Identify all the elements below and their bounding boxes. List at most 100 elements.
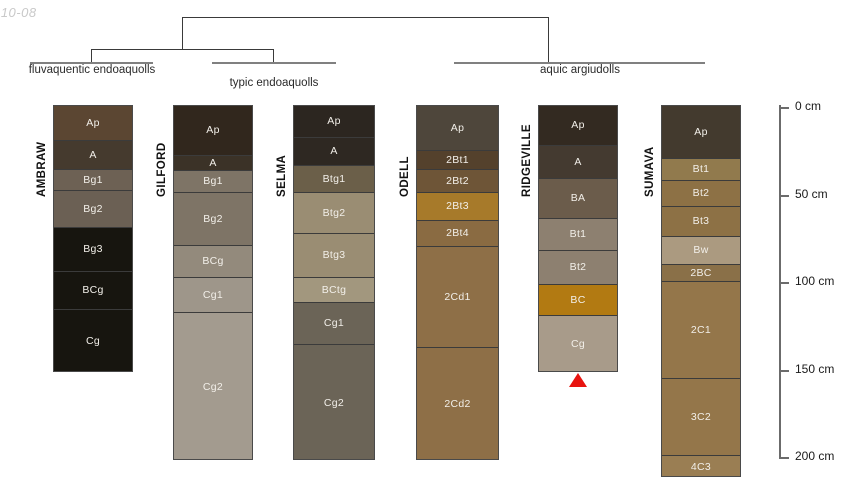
horizon-label: 2Bt3 — [446, 200, 469, 213]
horizon[interactable]: Cg — [539, 316, 617, 371]
horizon[interactable]: Bt3 — [662, 207, 740, 237]
horizon-label: Cg2 — [202, 380, 224, 393]
horizon[interactable]: Ap — [417, 106, 498, 151]
horizon[interactable]: Bt1 — [539, 219, 617, 251]
depth-tick-label: 200 cm — [795, 449, 835, 463]
dendro-right-stem — [548, 17, 549, 62]
horizon-label: Cg — [85, 335, 101, 348]
horizon[interactable]: 2Bt3 — [417, 193, 498, 221]
horizon-label: BC — [570, 293, 586, 306]
horizon[interactable]: Ap — [54, 106, 132, 141]
depth-tick — [779, 282, 789, 284]
horizon-label: Bg2 — [83, 202, 103, 215]
horizon-label: Ap — [450, 121, 465, 134]
depth-tick-label: 150 cm — [795, 361, 835, 376]
horizon[interactable]: Cg — [54, 310, 132, 371]
dendro-subbranch — [91, 49, 273, 50]
horizon[interactable]: 2Cd1 — [417, 247, 498, 348]
horizon[interactable]: BCg — [174, 246, 252, 278]
horizon[interactable]: BC — [539, 285, 617, 316]
horizon-label: Ap — [694, 125, 708, 138]
horizon-label: Ap — [327, 115, 341, 128]
horizon[interactable]: Ap — [662, 106, 740, 159]
horizon[interactable]: Ap — [174, 106, 252, 156]
horizon[interactable]: Cg1 — [174, 278, 252, 313]
horizon[interactable]: Ap — [539, 106, 617, 146]
horizon[interactable]: Btg3 — [294, 234, 374, 278]
soil-column-box: Ap A Bg1 Bg2 Bg3 BCg Cg — [53, 105, 133, 372]
depth-tick-label: 50 cm — [795, 186, 828, 201]
soil-column-ridgeville[interactable]: Ap A BA Bt1 Bt2 BC Cg — [538, 105, 618, 372]
horizon[interactable]: A — [294, 138, 374, 166]
horizon[interactable]: Btg1 — [294, 166, 374, 193]
horizon[interactable]: BCg — [54, 272, 132, 310]
horizon[interactable]: A — [54, 141, 132, 170]
horizon[interactable]: Cg2 — [174, 313, 252, 459]
horizon-label: 4C3 — [690, 460, 712, 473]
group-bar-aquic — [454, 62, 705, 64]
horizon[interactable]: Bg2 — [174, 193, 252, 246]
horizon-label: Bg1 — [203, 175, 223, 188]
horizon[interactable]: Bt1 — [662, 159, 740, 181]
depth-tick-label: 100 cm — [795, 274, 835, 288]
dendro-left-stem — [182, 17, 183, 49]
horizon[interactable]: Bw — [662, 237, 740, 265]
horizon[interactable]: 2Bt1 — [417, 151, 498, 170]
horizon-label: 3C2 — [690, 410, 712, 423]
horizon[interactable]: BA — [539, 179, 617, 219]
horizon[interactable]: Bt2 — [539, 251, 617, 285]
horizon-label: Ap — [86, 116, 100, 129]
horizon[interactable]: A — [174, 156, 252, 171]
soil-column-gilford[interactable]: Ap A Bg1 Bg2 BCg Cg1 Cg2 — [173, 105, 253, 460]
horizon[interactable]: Bg1 — [54, 170, 132, 191]
soil-column-box: Ap 2Bt1 2Bt2 2Bt3 2Bt4 2Cd1 2Cd2 — [416, 105, 499, 460]
site-name-odell: ODELL — [399, 156, 411, 197]
horizon[interactable]: Cg2 — [294, 345, 374, 459]
horizon[interactable]: A — [539, 146, 617, 179]
horizon-label: A — [574, 155, 582, 168]
soil-column-ambraw[interactable]: Ap A Bg1 Bg2 Bg3 BCg Cg — [53, 105, 133, 372]
horizon-label: Cg1 — [202, 288, 224, 301]
horizon-label: Bt1 — [569, 228, 587, 241]
group-label-fluvaquentic: fluvaquentic endoaquolls — [28, 64, 156, 76]
horizon-label: Bg1 — [83, 173, 103, 186]
site-name-gilford: GILFORD — [156, 142, 168, 197]
horizon-label: Ap — [571, 119, 585, 132]
horizon-label: Btg2 — [322, 206, 346, 219]
horizon-label: 2Bt2 — [446, 174, 469, 187]
horizon[interactable]: 2Cd2 — [417, 348, 498, 459]
site-name-ridgeville: RIDGEVILLE — [521, 123, 533, 197]
horizon[interactable]: 3C2 — [662, 379, 740, 456]
water-table-marker — [569, 373, 587, 387]
horizon[interactable]: 2Bt2 — [417, 170, 498, 193]
horizon[interactable]: BCtg — [294, 278, 374, 303]
horizon[interactable]: Bg2 — [54, 191, 132, 228]
horizon[interactable]: Bt2 — [662, 181, 740, 207]
horizon-label: Ap — [206, 124, 220, 137]
soil-column-sumava[interactable]: Ap Bt1 Bt2 Bt3 Bw 2BC 2C1 3C2 4C3 — [661, 105, 741, 477]
depth-axis: 0 cm 50 cm 100 cm 150 cm 200 cm — [779, 99, 849, 465]
soil-column-box: Ap Bt1 Bt2 Bt3 Bw 2BC 2C1 3C2 4C3 — [661, 105, 741, 477]
horizon[interactable]: Btg2 — [294, 193, 374, 234]
horizon-label: Cg1 — [323, 317, 345, 330]
horizon-label: Bt2 — [692, 187, 710, 200]
dendro-stem-typic — [273, 49, 274, 62]
horizon[interactable]: Bg1 — [174, 171, 252, 193]
soil-column-box: Ap A Bg1 Bg2 BCg Cg1 Cg2 — [173, 105, 253, 460]
soil-column-odell[interactable]: Ap 2Bt1 2Bt2 2Bt3 2Bt4 2Cd1 2Cd2 — [416, 105, 499, 460]
horizon[interactable]: Bg3 — [54, 228, 132, 272]
horizon[interactable]: 2C1 — [662, 282, 740, 379]
soil-column-selma[interactable]: Ap A Btg1 Btg2 Btg3 BCtg Cg1 Cg2 — [293, 105, 375, 460]
horizon-label: A — [89, 148, 97, 161]
horizon[interactable]: 2BC — [662, 265, 740, 282]
horizon[interactable]: Ap — [294, 106, 374, 138]
horizon[interactable]: 2Bt4 — [417, 221, 498, 247]
site-name-sumava: SUMAVA — [644, 146, 656, 197]
horizon[interactable]: 4C3 — [662, 456, 740, 476]
horizon-label: A — [209, 156, 217, 169]
horizon-label: BCg — [82, 284, 104, 297]
horizon-label: Bg2 — [203, 212, 223, 225]
horizon[interactable]: Cg1 — [294, 303, 374, 345]
depth-tick — [779, 194, 789, 197]
date-stamp: -10-08 — [0, 5, 37, 20]
